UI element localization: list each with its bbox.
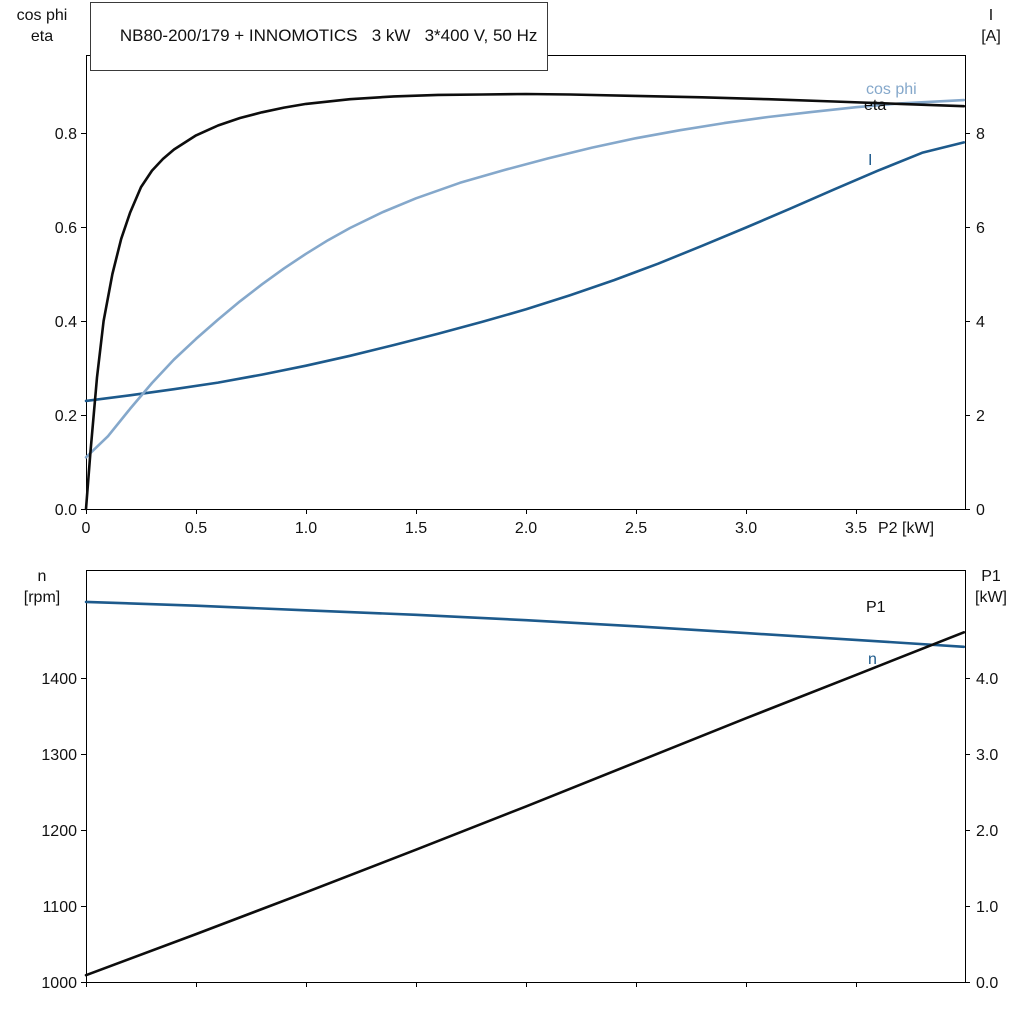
bottom-y-right-tick-label: 4.0 [976, 671, 998, 688]
top-y-left-tick-label: 0.8 [55, 126, 77, 143]
bottom-y-left-tick-label: 1300 [41, 747, 77, 764]
bottom-left-axis-label: n [rpm] [2, 566, 82, 608]
bottom-y-left-tick-label: 1400 [41, 671, 77, 688]
speed-axis-label: n [37, 568, 47, 585]
power-unit-label: [kW] [975, 589, 1007, 606]
top-left-axis-label: cos phi eta [2, 5, 82, 47]
bottom-y-left-tick-label: 1200 [41, 823, 77, 840]
x-axis-label: P2 [kW] [878, 520, 935, 537]
power-axis-label: P1 [981, 568, 1001, 585]
top-y-right-tick-label: 0 [976, 502, 985, 519]
top-x-tick-label: 2.0 [515, 520, 537, 537]
top-x-tick-label: 0 [82, 520, 91, 537]
top-y-left-tick-label: 0.0 [55, 502, 77, 519]
top-y-right-tick-label: 8 [976, 126, 985, 143]
series-label-n: n [868, 651, 877, 668]
bottom-right-axis-label: P1 [kW] [960, 566, 1022, 608]
bottom-y-right-tick-label: 1.0 [976, 899, 998, 916]
top-x-tick-label: 1.0 [295, 520, 317, 537]
series-label-P1: P1 [866, 599, 886, 616]
top-y-right-tick-label: 4 [976, 314, 985, 331]
top-x-tick-label: 2.5 [625, 520, 647, 537]
top-chart-frame [86, 55, 966, 510]
bottom-y-right-tick-label: 0.0 [976, 975, 998, 992]
bottom-y-left-tick-label: 1000 [41, 975, 77, 992]
top-y-left-tick-label: 0.6 [55, 220, 77, 237]
top-right-axis-label: I [A] [960, 5, 1022, 47]
chart-title: NB80-200/179 + INNOMOTICS 3 kW 3*400 V, … [119, 26, 538, 45]
series-I [84, 141, 966, 403]
bottom-chart-frame [86, 570, 966, 983]
bottom-y-right-tick-label: 2.0 [976, 823, 998, 840]
top-y-left-tick-label: 0.2 [55, 408, 77, 425]
current-unit-label: [A] [981, 28, 1001, 45]
series-cos-phi [84, 98, 966, 459]
chart-title-box: NB80-200/179 + INNOMOTICS 3 kW 3*400 V, … [90, 2, 549, 71]
series-P1 [84, 631, 966, 977]
eta-axis-label: eta [30, 28, 54, 45]
top-x-tick-label: 3.5 [845, 520, 867, 537]
speed-unit-label: [rpm] [23, 589, 61, 606]
series-label-eta: eta [864, 97, 886, 114]
top-y-right-tick-label: 6 [976, 220, 985, 237]
bottom-y-left-tick-label: 1100 [43, 899, 78, 916]
series-eta [84, 92, 966, 511]
series-label-cos-phi: cos phi [866, 81, 917, 98]
series-n [84, 600, 966, 649]
top-x-tick-label: 1.5 [405, 520, 427, 537]
top-x-tick-label: 3.0 [735, 520, 757, 537]
cos-phi-axis-label: cos phi [16, 7, 68, 24]
current-axis-label: I [988, 7, 994, 24]
series-label-I: I [868, 152, 872, 169]
top-y-left-tick-label: 0.4 [55, 314, 77, 331]
top-x-tick-label: 0.5 [185, 520, 207, 537]
top-y-right-tick-label: 2 [976, 408, 985, 425]
bottom-y-right-tick-label: 3.0 [976, 747, 998, 764]
